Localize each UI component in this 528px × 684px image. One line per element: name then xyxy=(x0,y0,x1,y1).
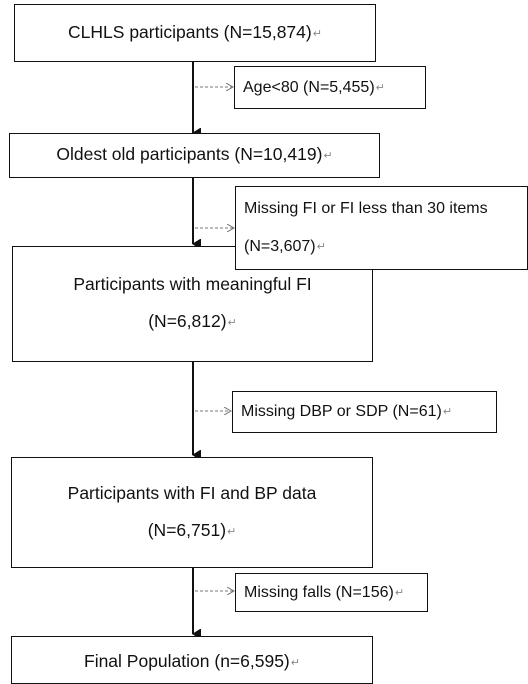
exclusion-missing-falls: Missing falls (N=156)↵ xyxy=(235,573,428,612)
paragraph-mark: ↵ xyxy=(227,317,237,329)
paragraph-mark: ↵ xyxy=(442,406,453,418)
exclusion-text-line-1: Missing FI or FI less than 30 items xyxy=(244,200,488,217)
box-final-population: Final Population (n=6,595)↵ xyxy=(11,636,373,684)
exclusion-text: Missing falls (N=156) xyxy=(244,583,394,601)
box-clhls-participants: CLHLS participants (N=15,874)↵ xyxy=(14,4,376,62)
paragraph-mark: ↵ xyxy=(227,525,237,538)
paragraph-mark: ↵ xyxy=(323,150,333,162)
box-text: Oldest old participants (N=10,419) xyxy=(56,144,323,164)
box-fi-and-bp-data: Participants with FI and BP data (N=6,75… xyxy=(11,457,373,568)
paragraph-mark: ↵ xyxy=(394,586,405,599)
paragraph-mark: ↵ xyxy=(316,241,326,253)
paragraph-mark: ↵ xyxy=(312,27,322,40)
box-oldest-old-participants: Oldest old participants (N=10,419)↵ xyxy=(9,133,380,178)
box-text: CLHLS participants (N=15,874) xyxy=(68,21,312,42)
box-text-line-2: (N=6,812) xyxy=(148,311,227,331)
box-meaningful-fi: Participants with meaningful FI (N=6,812… xyxy=(12,246,373,362)
exclusion-text: Age<80 (N=5,455) xyxy=(243,78,375,96)
box-text-line-2: (N=6,751) xyxy=(147,519,227,540)
exclusion-text: Missing DBP or SDP (N=61) xyxy=(241,403,442,420)
exclusion-age: Age<80 (N=5,455)↵ xyxy=(234,66,426,109)
box-text-line-1: Participants with FI and BP data xyxy=(67,482,317,503)
exclusion-missing-dbp-sdp: Missing DBP or SDP (N=61)↵ xyxy=(232,391,497,433)
box-text-line-1: Participants with meaningful FI xyxy=(73,274,312,294)
paragraph-mark: ↵ xyxy=(375,81,385,94)
box-text: Final Population (n=6,595) xyxy=(84,651,290,671)
paragraph-mark: ↵ xyxy=(290,657,300,669)
exclusion-text-line-2: (N=3,607) xyxy=(244,238,316,255)
exclusion-missing-fi: Missing FI or FI less than 30 items (N=3… xyxy=(235,186,528,270)
